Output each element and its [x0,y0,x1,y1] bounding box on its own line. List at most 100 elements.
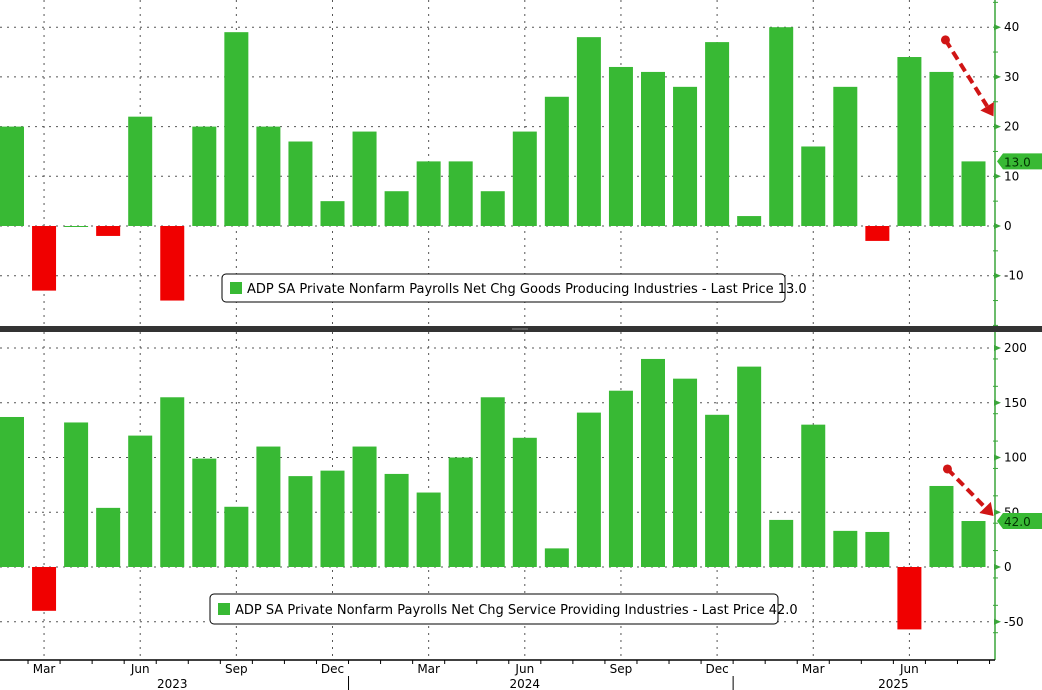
y-tick-label: -10 [1004,269,1024,283]
bar[interactable] [833,86,858,226]
bar[interactable] [128,435,153,567]
bar[interactable] [320,470,345,567]
bar[interactable] [32,226,57,291]
x-month-label: Mar [802,662,825,676]
bar[interactable] [0,126,24,226]
bar[interactable] [961,521,986,567]
bar[interactable] [865,531,890,567]
bar[interactable] [576,37,601,226]
y-tick-arrow-icon [994,399,1001,406]
x-year-label: 2024 [510,677,541,690]
bar[interactable] [352,446,377,567]
x-month-label: Dec [321,662,344,676]
bar[interactable] [160,226,185,301]
arrow-down-icon [979,501,994,517]
bar[interactable] [128,116,153,226]
bar[interactable] [256,126,281,226]
bar[interactable] [641,71,665,227]
bar[interactable] [416,161,441,226]
y-tick-arrow-icon [994,618,1001,625]
bar[interactable] [64,422,89,567]
bar[interactable] [384,473,409,567]
bar[interactable] [448,457,473,568]
bar[interactable] [576,412,601,567]
x-month-label: Sep [225,662,248,676]
bar[interactable] [544,548,569,567]
bar[interactable] [320,201,345,226]
bar[interactable] [416,492,441,567]
x-month-label: Jun [514,662,534,676]
x-year-label: 2023 [157,677,188,690]
y-tick-label: 150 [1004,396,1027,410]
bar[interactable] [96,507,121,567]
bar[interactable] [737,366,762,567]
bar[interactable] [256,446,281,567]
bar[interactable] [480,397,505,567]
bar[interactable] [512,131,537,226]
legend-box [209,593,779,625]
y-tick-arrow-icon [994,223,1001,229]
bar[interactable] [705,42,730,226]
bar[interactable] [160,397,185,567]
y-tick-label: 0 [1004,219,1012,233]
bar[interactable] [32,567,57,611]
bar[interactable] [448,161,473,226]
legend-label: ADP SA Private Nonfarm Payrolls Net Chg … [235,603,798,618]
legend-swatch [230,282,242,294]
x-month-label: Mar [33,662,56,676]
bar[interactable] [737,216,762,226]
bar[interactable] [288,141,313,226]
bar[interactable] [224,506,249,567]
bar[interactable] [801,424,826,567]
bar[interactable] [833,530,858,567]
y-tick-label: 20 [1004,120,1019,134]
y-tick-arrow-icon [994,564,1001,570]
legend-label: ADP SA Private Nonfarm Payrolls Net Chg … [247,282,807,297]
bar[interactable] [673,86,698,226]
bar[interactable] [64,226,89,227]
bar[interactable] [801,146,826,226]
bar[interactable] [929,71,954,227]
bar[interactable] [224,32,249,226]
bar[interactable] [897,57,922,226]
x-year-label: 2025 [878,677,909,690]
x-month-label: Sep [610,662,633,676]
bar[interactable] [384,191,409,226]
bar[interactable] [192,458,217,567]
bar[interactable] [608,66,633,227]
x-axis: Mar Jun Sep Dec Mar Jun Sep Dec Mar Jun 2023 2024 20… [0,659,995,690]
bar[interactable] [769,519,794,567]
y-tick-label: -50 [1004,615,1024,629]
bar[interactable] [0,416,24,567]
y-tick-arrow-icon [994,123,1001,130]
last-price-label: 13.0 [1004,155,1031,169]
bar[interactable] [705,414,730,567]
y-tick-label: 0 [1004,560,1012,574]
bar[interactable] [608,390,633,567]
y-tick-label: 100 [1004,451,1027,465]
bar[interactable] [897,567,922,630]
x-month-label: Jun [899,662,919,676]
bar[interactable] [961,161,986,226]
bar[interactable] [929,485,954,567]
x-month-label: Dec [705,662,728,676]
bar[interactable] [673,378,698,567]
bar[interactable] [288,476,313,567]
y-tick-label: 40 [1004,20,1019,34]
last-price-tag [997,513,1042,530]
bar[interactable] [641,358,665,567]
x-month-label: Jun [130,662,150,676]
bar[interactable] [512,437,537,567]
bar[interactable] [480,191,505,226]
y-tick-arrow-icon [994,73,1001,80]
y-tick-label: 200 [1004,341,1027,355]
bar[interactable] [352,131,377,226]
y-tick-arrow-icon [994,454,1001,461]
bar[interactable] [544,96,569,226]
bar[interactable] [769,27,794,227]
last-price-label: 42.0 [1004,515,1031,529]
bar[interactable] [865,226,890,241]
bar[interactable] [96,226,121,236]
bar[interactable] [192,126,217,226]
last-price-tag [997,153,1042,170]
